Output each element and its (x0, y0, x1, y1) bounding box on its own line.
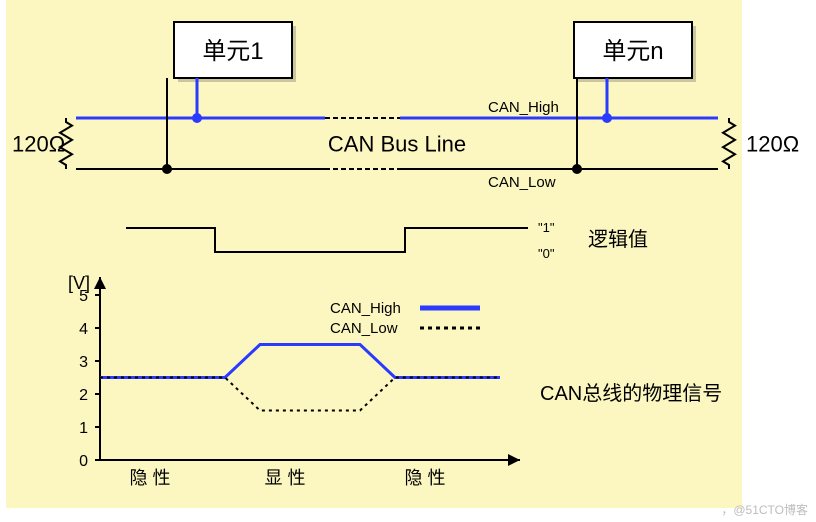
watermark-text: ，@51CTO博客 (721, 501, 808, 518)
y-tick-label: 5 (79, 288, 88, 305)
terminator-label: 120Ω (12, 132, 65, 157)
logic-level-1: "1" (538, 220, 555, 235)
x-category-label: 显 性 (264, 468, 305, 488)
node-dot (192, 113, 202, 123)
node-dot (572, 164, 582, 174)
legend-label: CAN_High (330, 300, 401, 317)
y-tick-label: 4 (79, 321, 88, 338)
node-dot (162, 164, 172, 174)
x-category-label: 隐 性 (129, 468, 170, 488)
can-low-label: CAN_Low (488, 174, 556, 191)
logic-level-0: "0" (538, 246, 555, 261)
node-dot (602, 113, 612, 123)
y-tick-label: 2 (79, 387, 88, 404)
can-high-label: CAN_High (488, 99, 559, 116)
y-tick-label: 1 (79, 420, 88, 437)
diagram-stage: 120Ω 120Ω CAN Bus Line CAN_High CAN_Low 单元1 单元… (0, 0, 816, 522)
diagram-svg: 120Ω 120Ω CAN Bus Line CAN_High CAN_Low 单元1 单元… (0, 0, 816, 522)
terminator-label: 120Ω (746, 132, 799, 157)
y-tick-label: 3 (79, 354, 88, 371)
logic-label: 逻辑值 (588, 228, 648, 251)
unit-label: 单元n (602, 38, 663, 65)
unit-label: 单元1 (202, 38, 263, 65)
x-category-label: 隐 性 (404, 468, 445, 488)
legend-label: CAN_Low (330, 320, 398, 337)
bus-title: CAN Bus Line (328, 132, 466, 157)
y-tick-label: 0 (79, 453, 88, 470)
chart-title: CAN总线的物理信号 (540, 382, 722, 405)
